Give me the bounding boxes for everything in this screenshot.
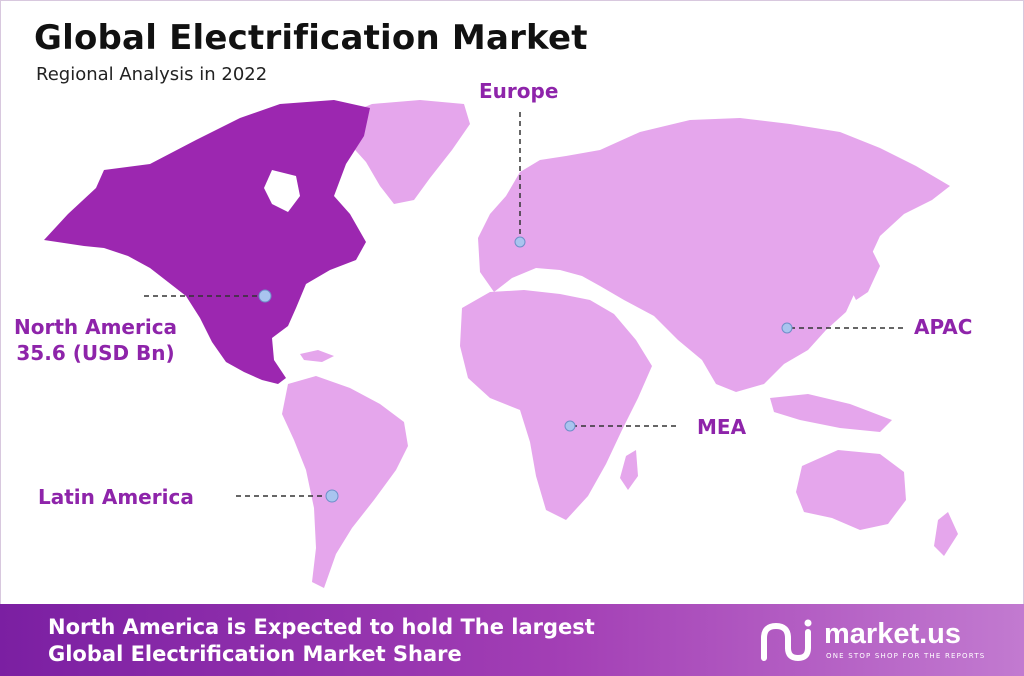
- latin-america-marker[interactable]: [325, 489, 339, 503]
- north-america-value: 35.6 (USD Bn): [16, 341, 175, 365]
- hudson-bay-shape: [264, 170, 300, 212]
- market-us-logo-icon: [761, 619, 812, 662]
- south-america-shape[interactable]: [282, 376, 408, 588]
- uk-shape: [484, 214, 504, 246]
- europe-marker[interactable]: [514, 236, 526, 248]
- africa-shape[interactable]: [460, 290, 652, 520]
- australia-shape[interactable]: [796, 450, 906, 530]
- page-title: Global Electrification Market: [34, 18, 588, 58]
- greenland-shape: [338, 100, 470, 204]
- north-america-label: North America 35.6 (USD Bn): [14, 314, 177, 366]
- europe-label: Europe: [479, 79, 559, 103]
- madagascar-shape: [620, 450, 638, 490]
- footer-line-2: Global Electrification Market Share: [48, 642, 462, 666]
- apac-label: APAC: [914, 315, 973, 339]
- world-map: [44, 100, 958, 588]
- logo-wordmark: market.us: [824, 618, 962, 650]
- footer-line-1: North America is Expected to hold The la…: [48, 615, 595, 639]
- north-america-marker[interactable]: [258, 289, 272, 303]
- page-subtitle: Regional Analysis in 2022: [36, 64, 268, 85]
- latin-america-label: Latin America: [38, 485, 194, 509]
- mea-marker[interactable]: [564, 420, 576, 432]
- north-america-shape[interactable]: [44, 100, 370, 384]
- footer-text: North America is Expected to hold The la…: [48, 614, 595, 668]
- japan-shape: [850, 250, 880, 300]
- north-america-name: North America: [14, 315, 178, 339]
- market-us-logo[interactable]: market.us ONE STOP SHOP FOR THE REPORTS: [758, 618, 998, 662]
- mea-label: MEA: [697, 415, 747, 439]
- caribbean-shape: [300, 350, 334, 362]
- sea-islands-shape: [770, 394, 892, 432]
- logo-tagline: ONE STOP SHOP FOR THE REPORTS: [826, 652, 986, 660]
- footer-banner: North America is Expected to hold The la…: [0, 604, 1024, 676]
- new-zealand-shape: [934, 512, 958, 556]
- eurasia-shape[interactable]: [478, 118, 950, 392]
- apac-marker[interactable]: [781, 322, 793, 334]
